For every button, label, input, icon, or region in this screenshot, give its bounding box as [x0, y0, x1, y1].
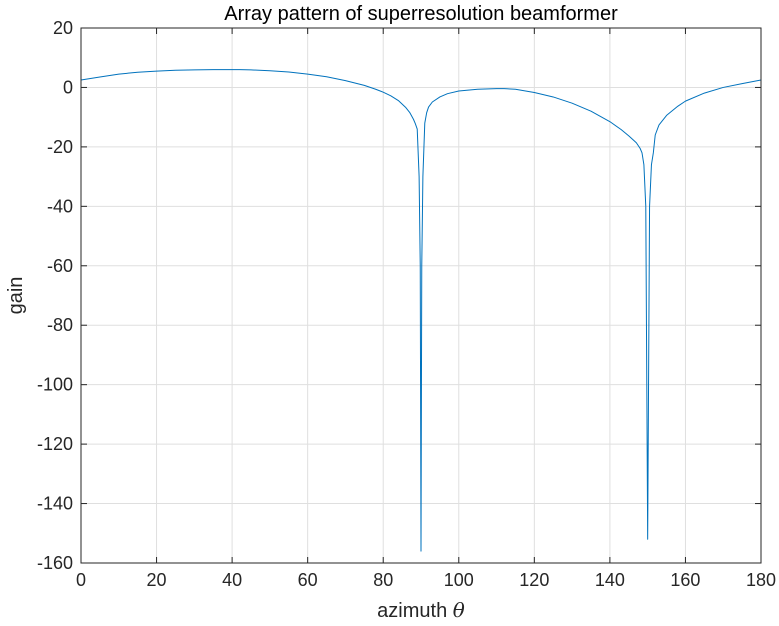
axis-ticks: 0 20 40 60 80 100 120 140 160 180200-20-40-60-80-… [37, 18, 776, 590]
y-tick-label: 20 [53, 18, 73, 38]
y-tick-label: 0 [63, 77, 73, 97]
y-tick-label: -60 [47, 256, 73, 276]
x-axis-label: azimuth θ [377, 598, 465, 622]
x-axis-label-text: azimuth [377, 600, 453, 622]
x-tick-label: 80 [373, 570, 393, 590]
y-tick-label: -100 [37, 375, 73, 395]
x-tick-label: 100 [444, 570, 474, 590]
x-tick-label: 20 [147, 570, 167, 590]
x-tick-label: 120 [519, 570, 549, 590]
x-tick-label: 140 [595, 570, 625, 590]
y-tick-label: -120 [37, 434, 73, 454]
chart-title: Array pattern of superresolution beamfor… [224, 3, 618, 25]
y-tick-label: -140 [37, 494, 73, 514]
x-tick-label: 160 [670, 570, 700, 590]
y-tick-label: -20 [47, 137, 73, 157]
x-tick-label: 0 [76, 570, 86, 590]
y-tick-label: -160 [37, 553, 73, 573]
x-tick-label: 180 [746, 570, 776, 590]
y-tick-label: -40 [47, 196, 73, 216]
series-line [80, 69, 762, 552]
x-tick-label: 60 [298, 570, 318, 590]
y-tick-label: -80 [47, 315, 73, 335]
y-axis-label: gain [5, 277, 27, 315]
data-layer [80, 69, 762, 552]
x-tick-label: 40 [222, 570, 242, 590]
x-axis-label-symbol: θ [453, 598, 465, 622]
plot-frame [80, 27, 762, 564]
